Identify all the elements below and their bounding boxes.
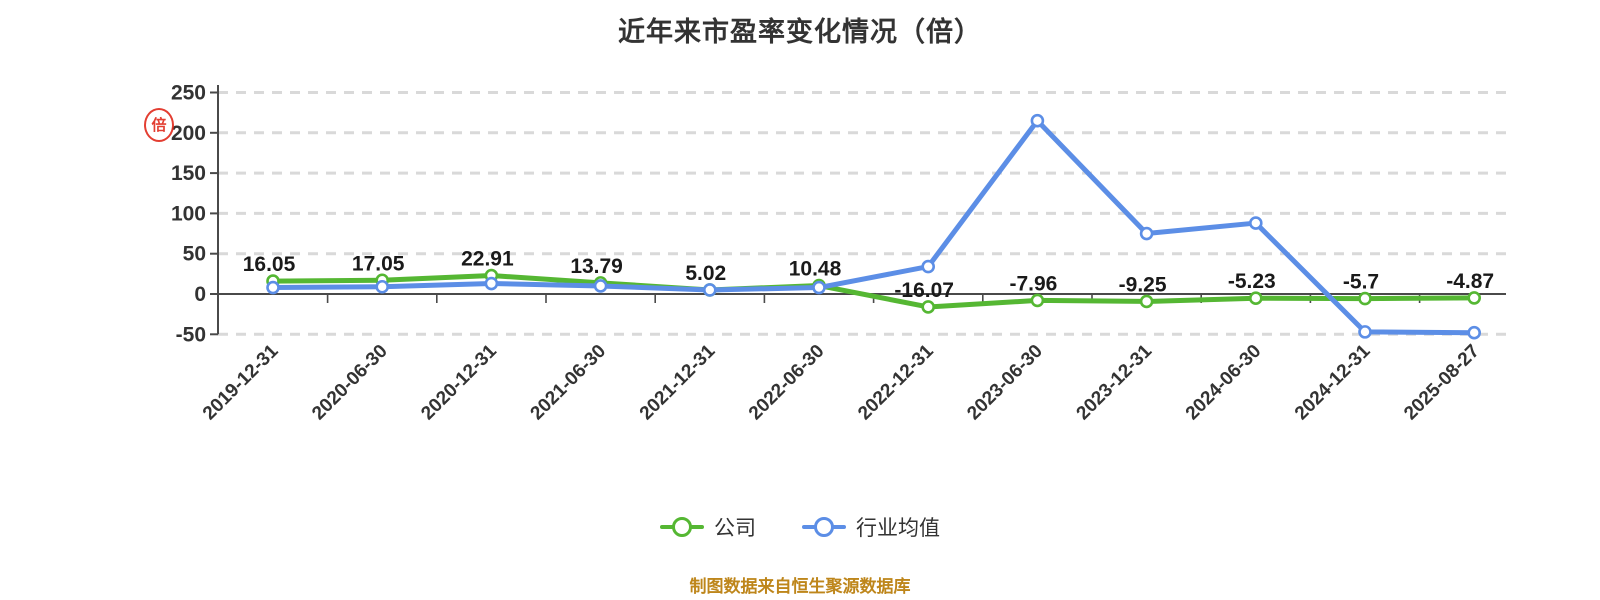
x-tick-label: 2021-12-31 bbox=[636, 340, 720, 424]
data-label: 13.79 bbox=[570, 255, 623, 278]
data-label: -16.07 bbox=[894, 279, 954, 302]
y-tick-label: 250 bbox=[171, 82, 206, 105]
industry-data-point bbox=[702, 283, 717, 297]
y-axis-labels: 250 200 150 100 50 0 -50 bbox=[171, 82, 206, 347]
x-tick-label: 2024-12-31 bbox=[1291, 340, 1375, 424]
data-source-note: 制图数据来自恒生聚源数据库 bbox=[689, 577, 911, 596]
industry-line-marker-icon bbox=[802, 517, 846, 537]
red-seal-glyph: 倍 bbox=[151, 116, 167, 134]
legend-label-industry-average: 行业均值 bbox=[856, 517, 940, 540]
x-tick-label: 2023-06-30 bbox=[963, 341, 1047, 425]
industry-data-point bbox=[921, 259, 936, 274]
industry-data-point bbox=[266, 280, 280, 295]
data-labels: 16.05 17.05 22.91 13.79 5.02 10.48 -16.07 -7.96… bbox=[243, 248, 1494, 302]
data-label: -5.7 bbox=[1343, 271, 1379, 294]
x-tick-label: 2022-06-30 bbox=[745, 341, 829, 425]
legend: 公司 行业均值 bbox=[0, 512, 1600, 542]
company-data-point bbox=[1358, 291, 1372, 306]
y-tick-label: -50 bbox=[176, 323, 206, 346]
x-tick-label: 2020-06-30 bbox=[308, 341, 392, 425]
industry-data-point bbox=[484, 276, 499, 291]
x-tick-label: 2025-08-27 bbox=[1400, 341, 1484, 425]
x-tick-label: 2023-12-31 bbox=[1073, 340, 1157, 424]
y-tick-label: 200 bbox=[171, 122, 206, 145]
company-data-point bbox=[1030, 293, 1045, 308]
data-label: -4.87 bbox=[1446, 270, 1494, 293]
x-tick-label: 2019-12-31 bbox=[199, 340, 283, 424]
industry-data-point bbox=[593, 279, 608, 293]
y-tick-label: 50 bbox=[183, 243, 206, 266]
y-tick-label: 150 bbox=[171, 162, 206, 185]
industry-line bbox=[270, 118, 1477, 336]
industry-data-point bbox=[375, 279, 390, 294]
data-label: 22.91 bbox=[461, 248, 514, 271]
industry-data-point bbox=[1249, 216, 1263, 230]
data-label: -7.96 bbox=[1009, 272, 1057, 295]
x-axis-labels: 2019-12-31 2020-06-30 2020-12-31 2021-06-30… bbox=[199, 340, 1484, 424]
company-line-marker-icon bbox=[660, 517, 704, 537]
industry-data-point bbox=[1139, 226, 1154, 241]
data-label: 17.05 bbox=[352, 252, 405, 275]
legend-label-company: 公司 bbox=[714, 517, 756, 540]
industry-data-point bbox=[1030, 113, 1045, 128]
chart-title: 近年来市盈率变化情况（倍） bbox=[618, 17, 982, 47]
red-seal-icon: 倍 bbox=[144, 108, 174, 142]
legend-item-industry-average[interactable]: 行业均值 bbox=[802, 512, 940, 542]
company-data-point bbox=[921, 300, 936, 314]
data-label: -5.23 bbox=[1228, 270, 1276, 293]
y-tick-label: 100 bbox=[171, 202, 206, 225]
legend-item-company[interactable]: 公司 bbox=[660, 512, 756, 542]
company-data-point bbox=[1249, 291, 1263, 306]
data-label: -9.25 bbox=[1119, 273, 1167, 296]
industry-series bbox=[266, 113, 1481, 340]
x-tick-label: 2020-12-31 bbox=[417, 340, 501, 424]
x-tick-label: 2021-06-30 bbox=[527, 341, 611, 425]
industry-data-point bbox=[1358, 325, 1372, 339]
data-label: 5.02 bbox=[685, 262, 726, 285]
data-label: 10.48 bbox=[789, 258, 842, 281]
x-tick-label: 2022-12-31 bbox=[854, 340, 938, 424]
company-line bbox=[270, 273, 1477, 310]
x-tick-label: 2024-06-30 bbox=[1182, 341, 1266, 425]
y-tick-label: 0 bbox=[194, 283, 206, 306]
data-label: 16.05 bbox=[243, 253, 296, 276]
company-data-point bbox=[1467, 291, 1481, 305]
company-data-point bbox=[1139, 294, 1154, 309]
industry-data-point bbox=[812, 280, 826, 295]
industry-data-point bbox=[1467, 325, 1481, 340]
